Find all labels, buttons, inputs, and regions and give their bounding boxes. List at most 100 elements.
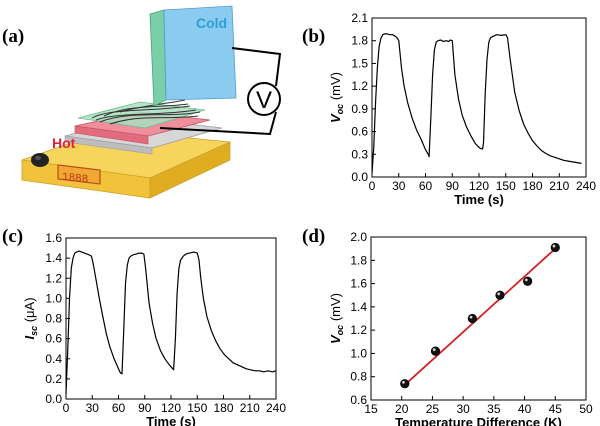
- cold-plate-edge: [149, 9, 167, 107]
- hot-label: Hot: [52, 135, 76, 151]
- x-tick-label: 50: [579, 402, 593, 416]
- y-tick-label: 1.2: [350, 323, 367, 337]
- panel-label-d: (d): [302, 226, 325, 247]
- data-point-highlight: [432, 348, 436, 352]
- y-tick-label: 1.4: [45, 251, 62, 265]
- plot-frame: [371, 17, 587, 178]
- wire-bottom: [159, 111, 277, 136]
- y-axis-label: Isc (μA): [22, 297, 39, 339]
- x-tick-label: 210: [549, 179, 569, 193]
- y-tick-label: 0.0: [351, 170, 368, 184]
- x-tick-label: 120: [161, 401, 181, 415]
- plot-frame: [370, 236, 587, 401]
- y-axis-label: Voc (mV): [328, 72, 345, 123]
- temperature-display: [57, 164, 101, 185]
- y-tick-label: 1.6: [45, 231, 62, 245]
- x-tick-label: 240: [266, 401, 286, 415]
- x-tick-label: 90: [138, 401, 152, 415]
- y-axis-label: Voc (mV): [328, 293, 345, 344]
- device-illustration: 1888 Hot Cold V: [21, 5, 282, 199]
- x-tick-label: 180: [522, 179, 542, 193]
- x-tick-label: 30: [86, 401, 100, 415]
- x-tick-label: 25: [426, 402, 440, 416]
- y-tick-label: 0.8: [350, 370, 367, 384]
- x-tick-label: 210: [240, 401, 260, 415]
- x-tick-label: 240: [576, 179, 596, 193]
- knob-icon: [31, 153, 49, 167]
- x-tick-label: 60: [112, 401, 126, 415]
- x-tick-label: 20: [395, 402, 409, 416]
- x-tick-label: 60: [419, 179, 433, 193]
- y-tick-label: 0.0: [45, 392, 62, 406]
- series-line: [65, 250, 277, 395]
- fiber-bundle: [91, 99, 201, 125]
- data-point-highlight: [497, 292, 501, 296]
- data-point-highlight: [552, 244, 556, 248]
- x-tick-label: 90: [446, 179, 460, 193]
- x-tick-label: 30: [456, 402, 470, 416]
- y-tick-label: 0.8: [45, 312, 62, 326]
- y-tick-label: 0.6: [351, 125, 368, 139]
- data-point-highlight: [524, 278, 528, 282]
- y-tick-label: 2.1: [351, 11, 368, 25]
- fit-line: [404, 247, 556, 386]
- voltmeter-symbol: V: [256, 87, 272, 114]
- y-tick-label: 2.0: [350, 230, 367, 244]
- x-tick-label: 120: [469, 179, 489, 193]
- data-point-highlight: [469, 315, 473, 319]
- x-tick-label: 150: [496, 179, 516, 193]
- series-line: [371, 33, 582, 174]
- x-tick-label: 150: [187, 401, 207, 415]
- y-tick-label: 0.3: [351, 147, 368, 161]
- display-digits: 1888: [62, 172, 88, 187]
- panel-label-c: (c): [2, 226, 23, 247]
- y-tick-label: 1.8: [350, 253, 367, 267]
- y-tick-label: 0.6: [350, 393, 367, 407]
- cold-label: Cold: [196, 15, 227, 31]
- y-tick-label: 1.0: [45, 291, 62, 305]
- y-tick-label: 0.6: [45, 332, 62, 346]
- y-tick-label: 0.4: [45, 352, 62, 366]
- wire-top: [231, 47, 282, 87]
- data-point: [550, 242, 560, 253]
- x-tick-label: 35: [487, 402, 501, 416]
- x-tick-label: 0: [63, 401, 70, 415]
- x-tick-label: 180: [213, 401, 233, 415]
- plot-frame: [65, 237, 277, 400]
- data-point: [467, 313, 477, 324]
- data-point: [430, 346, 441, 356]
- y-tick-label: 1.2: [351, 79, 368, 93]
- grey-plate-front: [64, 135, 153, 155]
- data-point: [495, 290, 505, 300]
- panel-label-b: (b): [302, 26, 325, 47]
- data-point: [400, 379, 410, 389]
- data-point: [523, 276, 533, 286]
- panel-label-a: (a): [2, 26, 24, 47]
- x-axis-label: Temperature Difference (K): [395, 415, 562, 426]
- x-tick-label: 30: [392, 179, 406, 193]
- voltmeter-icon: [247, 82, 281, 116]
- y-tick-label: 1.4: [350, 300, 367, 314]
- y-tick-label: 1.6: [350, 277, 367, 291]
- x-tick-label: 0: [369, 179, 376, 193]
- y-tick-label: 1.8: [351, 34, 368, 48]
- data-point-highlight: [402, 380, 405, 384]
- y-tick-label: 0.2: [45, 372, 62, 386]
- y-tick-label: 1.5: [351, 56, 368, 70]
- x-axis-label: Time (s): [454, 192, 504, 207]
- x-axis-label: Time (s): [146, 414, 196, 426]
- base-side: [149, 141, 231, 199]
- cold-plate: [163, 5, 237, 101]
- x-tick-label: 40: [518, 402, 532, 416]
- x-tick-label: 45: [549, 402, 563, 416]
- chart-c: 0 30 60 90 120 150 180 210 240 0.0 0.2 0.4 0.6 0.8 1.0…: [22, 231, 286, 426]
- x-tick-label: 15: [364, 402, 378, 416]
- y-tick-label: 1.0: [350, 346, 367, 360]
- knob-highlight: [35, 156, 41, 160]
- chart-d: 15 20 25 30 35 40 45 50 0.6 0.8 1.0 1.2 1.4 1.6 1.8 2.0…: [328, 230, 593, 426]
- y-tick-label: 0.9: [351, 102, 368, 116]
- chart-b: 0 30 60 90 120 150 180 210 240 0.0 0.3 0.6 0.9 1.2 1.5…: [328, 11, 596, 207]
- y-tick-label: 1.2: [45, 271, 62, 285]
- hot-plate-front: [74, 125, 149, 145]
